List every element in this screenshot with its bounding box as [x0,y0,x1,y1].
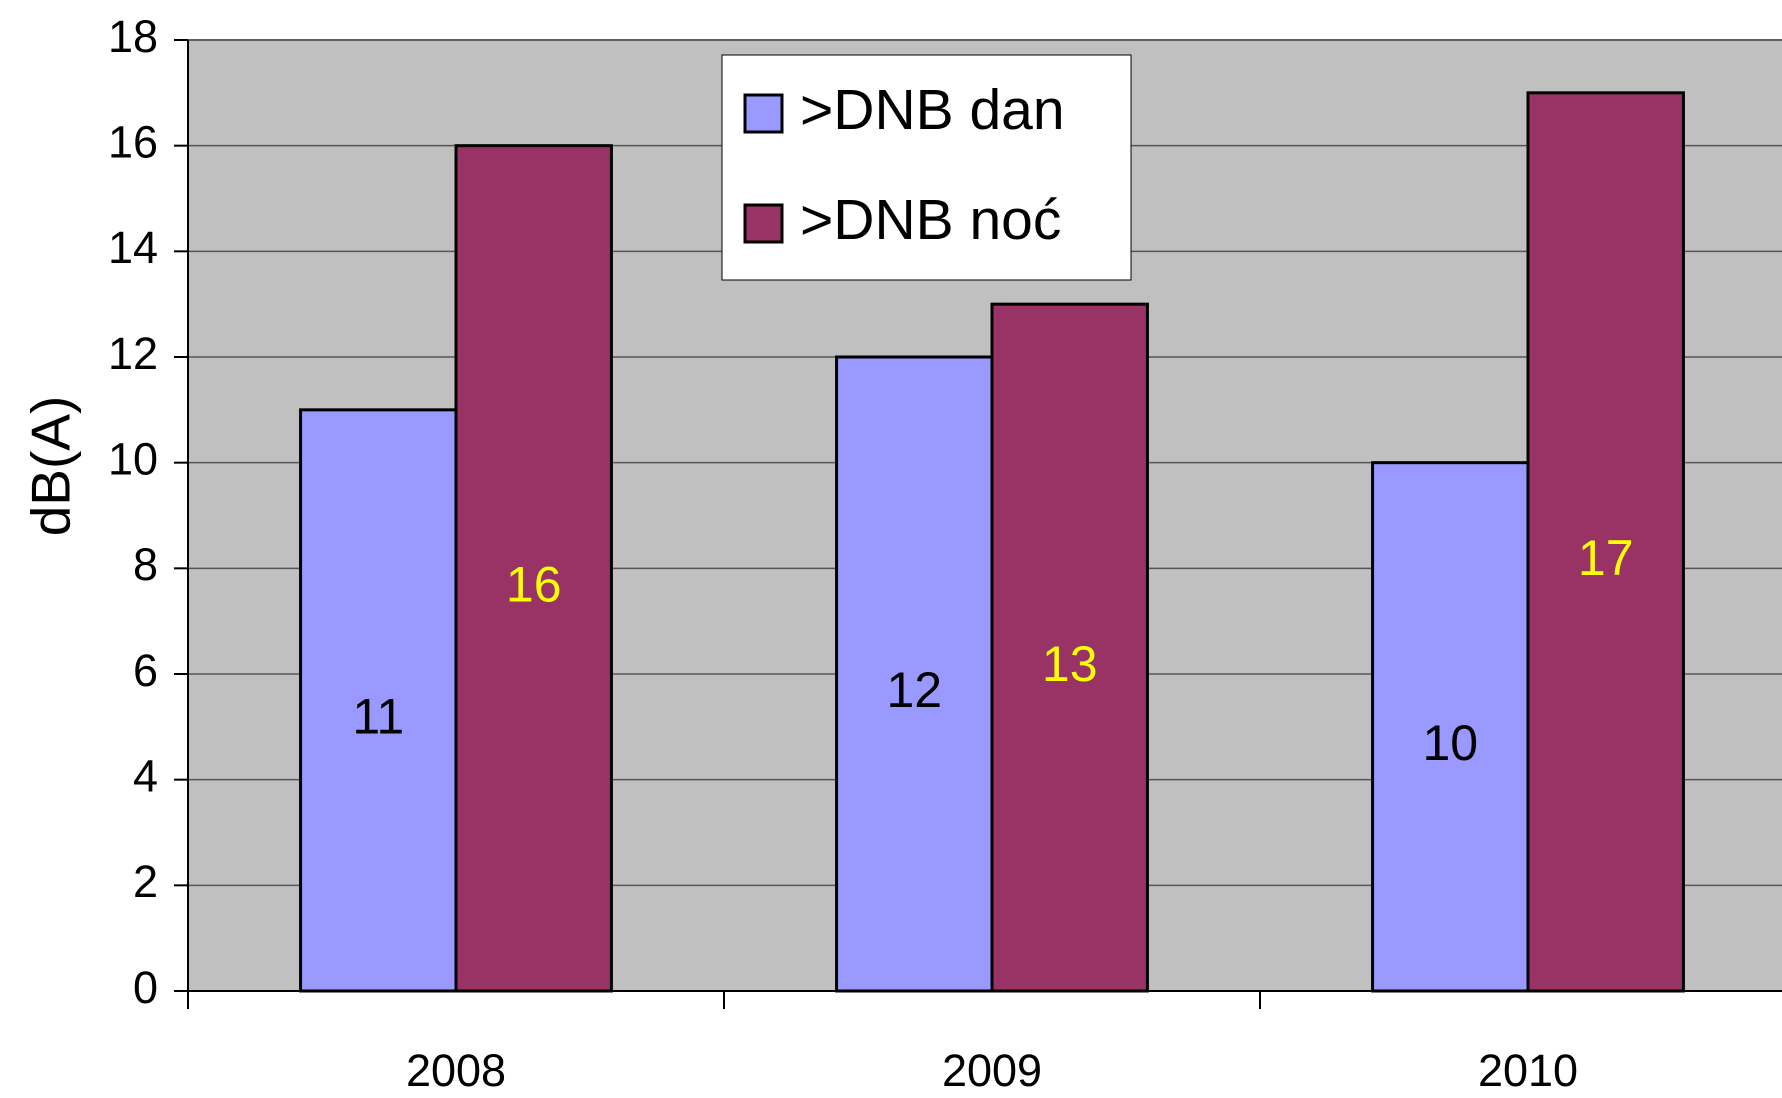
y-tick-label: 16 [108,117,158,168]
y-tick-label: 2 [133,856,158,907]
y-tick-label: 18 [108,11,158,62]
legend-label: >DNB dan [800,78,1065,142]
data-label: 17 [1578,530,1634,586]
data-label: 16 [506,557,562,613]
bar [835,355,994,993]
data-label: 12 [886,662,942,718]
y-tick-label: 4 [133,751,158,802]
y-tick-label: 10 [108,434,158,485]
y-tick-label: 8 [133,539,158,590]
bar [1526,91,1685,993]
data-label: 11 [352,689,404,745]
x-tick-label: 2009 [942,1045,1042,1096]
bar [454,144,613,993]
legend-swatch [743,93,784,134]
bar [1371,461,1530,993]
y-tick-label: 14 [108,222,158,273]
y-tick-label: 12 [108,328,158,379]
x-tick-label: 2008 [406,1045,506,1096]
y-axis-label: dB(A) [20,396,82,537]
x-tick-label: 2010 [1478,1045,1578,1096]
legend-box [721,54,1132,281]
y-tick-label: 6 [133,645,158,696]
bar [990,302,1149,993]
y-tick-label: 0 [133,962,158,1013]
data-label: 13 [1042,636,1098,692]
legend-swatch [743,203,784,244]
data-label: 10 [1422,715,1478,771]
legend-label: >DNB noć [800,188,1061,252]
